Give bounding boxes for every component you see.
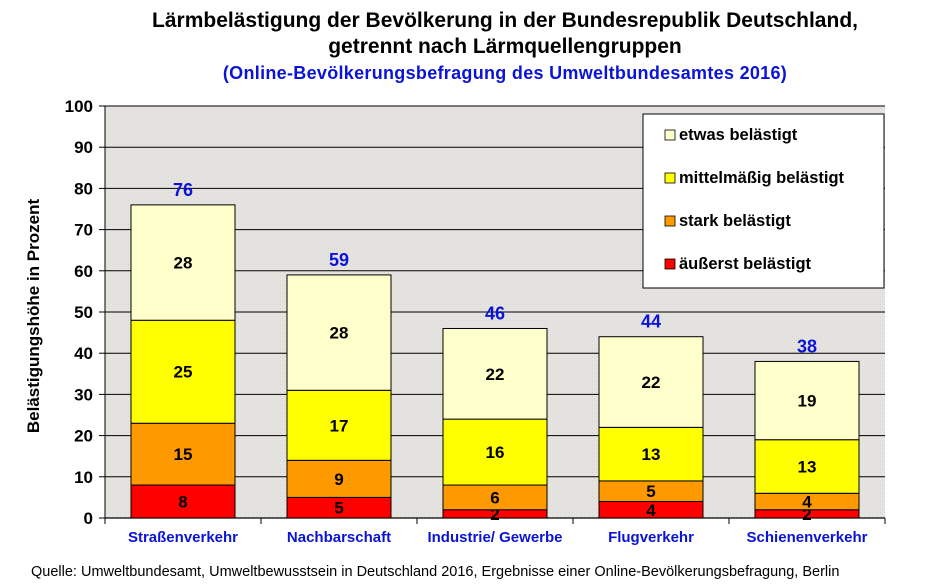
bar-segment <box>754 439 860 494</box>
segment-value-label: 13 <box>798 458 817 477</box>
legend-box <box>642 113 885 289</box>
segment-value-label: 19 <box>798 392 817 411</box>
segment-value-label: 4 <box>802 493 812 512</box>
y-tick-label: 70 <box>74 221 93 240</box>
bar-segment <box>130 319 236 424</box>
bar-segment <box>442 418 548 486</box>
segment-value-label: 5 <box>646 482 655 501</box>
legend-label: äußerst belästigt <box>679 255 812 273</box>
legend-label: mittelmäßig belästigt <box>679 169 845 187</box>
segment-value-label: 4 <box>646 501 656 520</box>
chart-subtitle: (Online-Bevölkerungsbefragung des Umwelt… <box>222 63 788 83</box>
bar-segment <box>130 204 236 321</box>
bar-segment <box>598 426 704 482</box>
bar-segment <box>286 389 392 461</box>
y-tick-label: 20 <box>74 427 93 446</box>
bar-segment <box>598 336 704 428</box>
segment-value-label: 2 <box>802 505 811 524</box>
y-tick-label: 90 <box>74 138 93 157</box>
y-tick-label: 50 <box>74 303 93 322</box>
chart-title-line2: getrennt nach Lärmquellengruppen <box>328 35 682 58</box>
legend-swatch <box>664 172 676 184</box>
y-tick-label: 40 <box>74 344 93 363</box>
legend-label: stark belästigt <box>679 212 791 230</box>
segment-value-label: 5 <box>334 499 343 518</box>
x-category-label: Flugverkehr <box>608 529 694 546</box>
bar-segment <box>130 484 236 519</box>
x-category-label: Schienenverkehr <box>747 529 868 546</box>
y-tick-label: 100 <box>65 97 93 116</box>
y-tick-label: 80 <box>74 179 93 198</box>
segment-value-label: 22 <box>486 365 505 384</box>
segment-value-label: 25 <box>174 363 193 382</box>
segment-value-label: 2 <box>490 505 499 524</box>
segment-value-label: 13 <box>642 445 661 464</box>
segment-value-label: 16 <box>486 443 505 462</box>
segment-value-label: 15 <box>174 445 193 464</box>
segment-value-label: 6 <box>490 488 499 507</box>
bar-total-label: 38 <box>797 336 817 356</box>
bar-total-label: 76 <box>173 180 193 200</box>
y-tick-label: 0 <box>84 509 93 528</box>
segment-value-label: 8 <box>178 493 187 512</box>
bar-total-label: 44 <box>641 312 661 332</box>
legend-swatch <box>664 258 676 270</box>
legend-swatch <box>664 129 676 141</box>
segment-value-label: 28 <box>174 254 193 273</box>
x-category-label: Straßenverkehr <box>128 529 238 546</box>
segment-value-label: 28 <box>330 324 349 343</box>
bar-total-label: 59 <box>329 250 349 270</box>
bar-total-label: 46 <box>485 303 505 323</box>
bar-segment <box>130 422 236 486</box>
chart-title-line1: Lärmbelästigung der Bevölkerung in der B… <box>152 9 858 32</box>
bar-segment <box>442 484 548 511</box>
y-axis-title: Belästigungshöhe in Prozent <box>24 199 43 434</box>
x-category-label: Nachbarschaft <box>287 529 391 546</box>
bar-segment <box>754 360 860 441</box>
segment-value-label: 22 <box>642 373 661 392</box>
y-tick-label: 60 <box>74 262 93 281</box>
bar-segment <box>442 327 548 420</box>
y-tick-label: 10 <box>74 468 93 487</box>
x-category-label: Industrie/ Gewerbe <box>427 529 562 546</box>
source-note: Quelle: Umweltbundesamt, Umweltbewusstse… <box>31 564 840 580</box>
bar-segment <box>286 274 392 391</box>
segment-value-label: 17 <box>330 416 349 435</box>
y-tick-label: 30 <box>74 385 93 404</box>
legend-label: etwas belästigt <box>679 126 798 144</box>
legend-swatch <box>664 215 676 227</box>
segment-value-label: 9 <box>334 470 343 489</box>
